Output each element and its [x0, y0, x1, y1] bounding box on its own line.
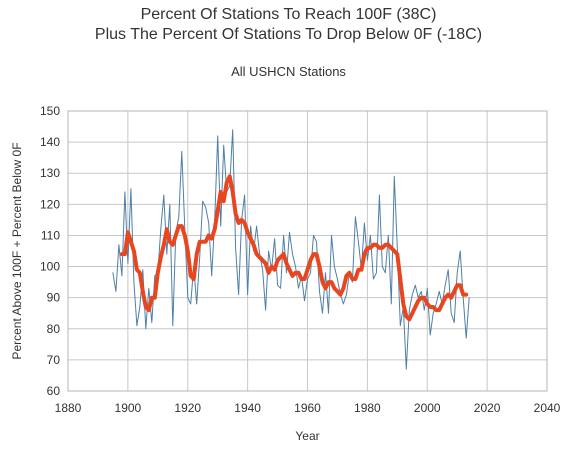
x-tick-labels: 1880 1900 1920 1940 1960 1980 2000 2020 2040: [55, 401, 561, 415]
x-tick-label: 1900: [115, 401, 142, 415]
y-tick-label: 80: [47, 322, 61, 336]
y-tick-label: 90: [47, 291, 61, 305]
x-tick-label: 1940: [234, 401, 261, 415]
series-group: [112, 129, 470, 370]
x-axis-label: Year: [295, 429, 319, 443]
x-tick-label: 1920: [174, 401, 201, 415]
annual-series-line: [112, 129, 470, 370]
x-tick-label: 1960: [294, 401, 321, 415]
chart-title: Percent Of Stations To Reach 100F (38C): [140, 6, 437, 23]
smoothed-series-line: [119, 174, 469, 322]
x-tick-label: 2020: [474, 401, 501, 415]
x-tick-label: 2000: [414, 401, 441, 415]
y-tick-label: 110: [41, 228, 60, 242]
y-tick-label: 70: [47, 353, 61, 367]
y-tick-label: 60: [47, 384, 61, 398]
y-tick-label: 140: [40, 135, 60, 149]
y-tick-label: 130: [40, 166, 60, 180]
chart-title-line2: Plus The Percent Of Stations To Drop Bel…: [94, 26, 483, 43]
y-tick-label: 120: [40, 197, 60, 211]
gridlines: [67, 110, 548, 392]
x-tick-label: 1880: [55, 401, 82, 415]
plot-area: [67, 110, 548, 392]
y-tick-label: 150: [40, 104, 60, 118]
x-tick-label: 2040: [534, 401, 561, 415]
x-tick-label: 1980: [354, 401, 381, 415]
y-tick-label: 100: [40, 260, 60, 274]
chart-subtitle: All USHCN Stations: [231, 64, 346, 79]
y-tick-labels: 60 70 80 90 100 110 120 130 140 150: [40, 104, 60, 398]
y-axis-label: Percent Above 100F + Percent Below 0F: [10, 142, 24, 359]
